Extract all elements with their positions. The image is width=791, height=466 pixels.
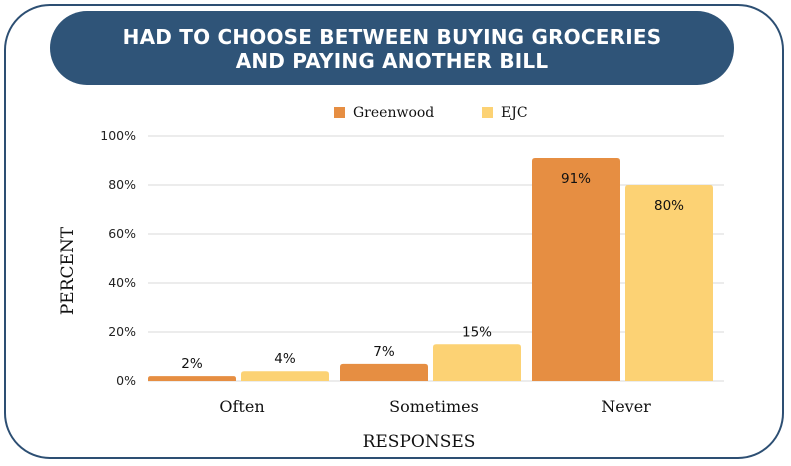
x-axis-title: RESPONSES (363, 432, 476, 452)
chart-title-line-2: AND PAYING ANOTHER BILL (235, 49, 549, 73)
y-tick-label: 0% (116, 373, 136, 388)
data-label: 15% (462, 324, 492, 340)
chart-title-banner: HAD TO CHOOSE BETWEEN BUYING GROCERIES A… (50, 11, 734, 85)
bar-greenwood-often (148, 376, 236, 381)
x-tick-label: Never (601, 397, 651, 416)
data-label: 7% (373, 344, 395, 360)
data-label: 2% (181, 356, 203, 372)
chart-title-line-1: HAD TO CHOOSE BETWEEN BUYING GROCERIES (122, 25, 662, 49)
y-tick-label: 100% (100, 128, 136, 143)
bar-ejc-never (625, 185, 713, 381)
y-tick-label: 60% (108, 226, 136, 241)
x-tick-label: Often (219, 397, 264, 416)
bar-ejc-often (241, 371, 329, 381)
data-label: 80% (654, 198, 684, 214)
data-label: 4% (274, 351, 296, 367)
legend-label-greenwood: Greenwood (353, 105, 434, 121)
y-tick-label: 20% (108, 324, 136, 339)
legend-label-ejc: EJC (501, 105, 528, 121)
y-tick-label: 40% (108, 275, 136, 290)
bar-ejc-sometimes (433, 344, 521, 381)
bar-greenwood-never (532, 158, 620, 381)
legend-swatch-ejc (482, 107, 493, 118)
legend-swatch-greenwood (334, 107, 345, 118)
data-label: 91% (561, 171, 591, 187)
bar-greenwood-sometimes (340, 363, 428, 381)
y-axis-title: PERCENT (58, 226, 78, 315)
x-tick-label: Sometimes (389, 397, 479, 416)
y-tick-label: 80% (108, 177, 136, 192)
